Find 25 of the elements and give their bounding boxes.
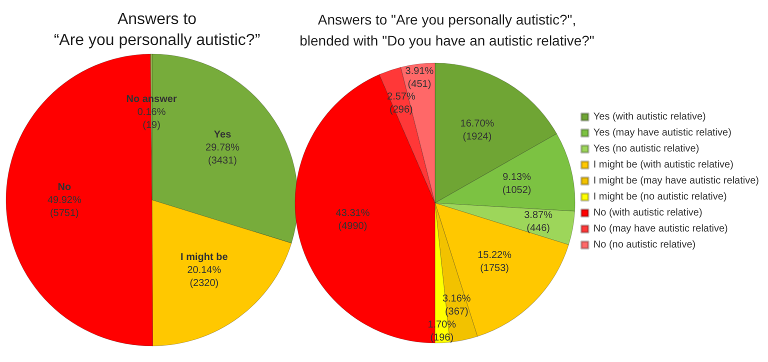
- slice-label: Yes: [214, 130, 232, 141]
- legend-label: Yes (may have autistic relative): [593, 128, 732, 138]
- data-label: 9.13% (1052): [502, 172, 532, 196]
- legend-label: I might be (no autistic relative): [593, 192, 727, 202]
- legend-label: No (may have autistic relative): [593, 224, 728, 234]
- data-label: 15.22% (1753): [478, 250, 512, 274]
- chart-title: Answers to “Are you personally autistic?”: [54, 11, 260, 49]
- slice-label: I might be: [180, 252, 228, 263]
- legend-label: Yes (with autistic relative): [593, 112, 706, 122]
- data-label: 3.16% (367): [442, 294, 471, 318]
- data-label: 16.70% (1924): [460, 118, 494, 142]
- data-label: 20.14% (2320): [187, 264, 222, 289]
- slice-label: No: [58, 182, 72, 194]
- legend-label: Yes (no autistic relative): [593, 144, 700, 154]
- data-label: 49.92% (5751): [47, 195, 82, 220]
- legend-label: I might be (with autistic relative): [593, 160, 734, 170]
- data-label: 29.78% (3431): [206, 142, 240, 167]
- legend-label: No (no autistic relative): [593, 240, 696, 250]
- legend-label: I might be (may have autistic relative): [593, 176, 760, 186]
- data-label: 3.87% (446): [524, 210, 553, 234]
- legend-label: No (with autistic relative): [593, 208, 702, 218]
- chart-title: Answers to "Are you personally autistic?", blended with "Do you have an autistic relative?": [300, 12, 594, 48]
- data-label: 43.31% (4990): [336, 208, 370, 232]
- data-label: 2.57% (296): [386, 92, 416, 116]
- data-label: 3.91% (451): [405, 66, 434, 90]
